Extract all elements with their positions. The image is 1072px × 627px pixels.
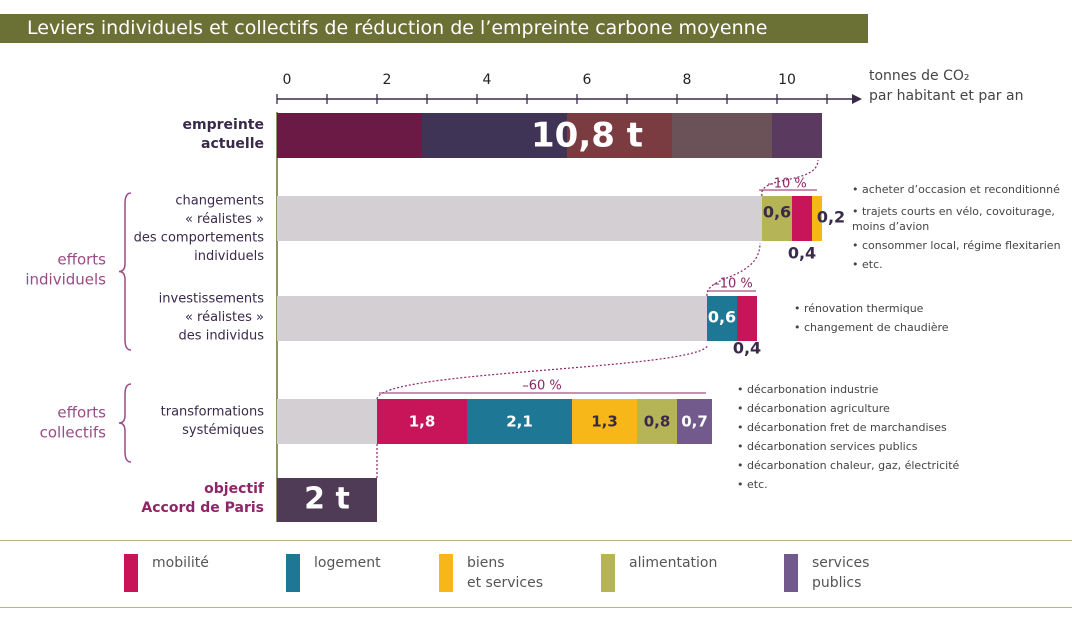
segment-value-label: 0,4 [788, 244, 816, 263]
current-footprint-segment [672, 113, 772, 158]
group-label-individual: efforts [57, 251, 106, 269]
x-axis-arrow [852, 94, 862, 104]
note-behaviour: • etc. [852, 258, 883, 271]
title-band [0, 14, 868, 43]
reduction-connector [706, 242, 761, 297]
legend-label: biens et services [467, 555, 543, 591]
axis-unit-label: par habitant et par an [869, 88, 1023, 104]
axis-unit-label: tonnes de CO₂ [869, 68, 970, 84]
row-label-behaviour: des comportements [134, 231, 265, 246]
segment-value-label: 0,4 [733, 339, 761, 358]
brace-individual [118, 192, 132, 351]
legend-swatch [124, 554, 138, 592]
legend-label: mobilité [152, 555, 209, 571]
row-label-behaviour: individuels [194, 249, 264, 264]
note-behaviour: • consommer local, régime flexitarien [852, 239, 1061, 252]
reduction-percent-label: –10 % [767, 177, 807, 192]
segment-value-label: 1,8 [409, 413, 436, 431]
x-tick-label: 0 [283, 72, 292, 88]
row-label-target: Accord de Paris [141, 500, 264, 516]
segment-alimentation [637, 399, 677, 444]
chart-title: Leviers individuels et collectifs de réd… [27, 17, 768, 39]
x-tick-label: 6 [583, 72, 592, 88]
reduction-connector [376, 344, 709, 400]
legend-swatch [784, 554, 798, 592]
note-investment: • changement de chaudière [794, 321, 949, 334]
segment-mobilite [737, 296, 757, 341]
segment-value-label: 0,6 [763, 203, 791, 222]
group-label-collective: efforts [57, 404, 106, 422]
segment-value-label: 0,7 [681, 413, 708, 431]
x-tick-label: 4 [483, 72, 492, 88]
legend-label: logement [314, 555, 381, 571]
current-footprint-segment [772, 113, 822, 158]
row-label-behaviour: changements [175, 194, 264, 209]
legend-bottom-divider [0, 607, 1072, 608]
note-systemic: • décarbonation chaleur, gaz, électricit… [737, 459, 960, 472]
segment-logement [467, 399, 572, 444]
segment-alimentation [762, 196, 792, 241]
segment-logement [707, 296, 737, 341]
x-tick-label: 2 [383, 72, 392, 88]
note-systemic: • etc. [737, 478, 768, 491]
row-label-target: objectif [204, 481, 265, 497]
legend-label: alimentation [629, 555, 718, 571]
legend-swatch [286, 554, 300, 592]
remaining-bar-systemic [277, 399, 377, 444]
remaining-bar-behaviour [277, 196, 762, 241]
remaining-bar-investment [277, 296, 707, 341]
reduction-percent-label: –10 % [713, 277, 753, 292]
reduction-percent-label: –60 % [522, 379, 562, 394]
note-systemic: • décarbonation services publics [737, 440, 918, 453]
segment-mobilite [377, 399, 467, 444]
segment-mobilite [792, 196, 812, 241]
row-label-investment: « réalistes » [185, 310, 264, 325]
segment-value-label: 0,6 [708, 308, 736, 327]
note-systemic: • décarbonation agriculture [737, 402, 890, 415]
target-bar [277, 478, 377, 522]
legend-top-divider [0, 540, 1072, 541]
current-footprint-value: 10,8 t [531, 116, 643, 156]
current-footprint-segment [567, 113, 672, 158]
brace-collective [118, 383, 132, 463]
segment-value-label: 1,3 [591, 413, 618, 431]
row-label-systemic: transformations [161, 405, 265, 420]
segment-value-label: 0,8 [644, 413, 671, 431]
legend-swatch [601, 554, 615, 592]
group-label-individual: individuels [25, 271, 106, 289]
note-behaviour: moins d’avion [852, 220, 929, 233]
legend-swatch [439, 554, 453, 592]
row-label-investment: des individus [179, 329, 265, 344]
target-value: 2 t [304, 482, 350, 517]
segment-value-label: 2,1 [506, 413, 533, 431]
note-behaviour: • trajets courts en vélo, covoiturage, [852, 205, 1055, 218]
segment-value-label: 0,2 [817, 208, 845, 227]
note-systemic: • décarbonation fret de marchandises [737, 421, 947, 434]
note-investment: • rénovation thermique [794, 302, 924, 315]
row-label-systemic: systémiques [182, 423, 264, 438]
x-tick-label: 10 [778, 72, 796, 88]
row-label-investment: investissements [159, 292, 265, 307]
current-footprint-segment [277, 113, 422, 158]
group-label-collective: collectifs [40, 424, 107, 442]
segment-biens [572, 399, 637, 444]
legend-label: services publics [812, 555, 870, 591]
segment-services [677, 399, 712, 444]
current-footprint-segment [422, 113, 567, 158]
row-label-current: actuelle [201, 136, 264, 152]
segment-biens [812, 196, 822, 241]
note-systemic: • décarbonation industrie [737, 383, 879, 396]
row-label-current: empreinte [183, 117, 264, 133]
row-label-behaviour: « réalistes » [185, 212, 264, 227]
note-behaviour: • acheter d’occasion et reconditionné [852, 183, 1060, 196]
x-tick-label: 8 [683, 72, 692, 88]
